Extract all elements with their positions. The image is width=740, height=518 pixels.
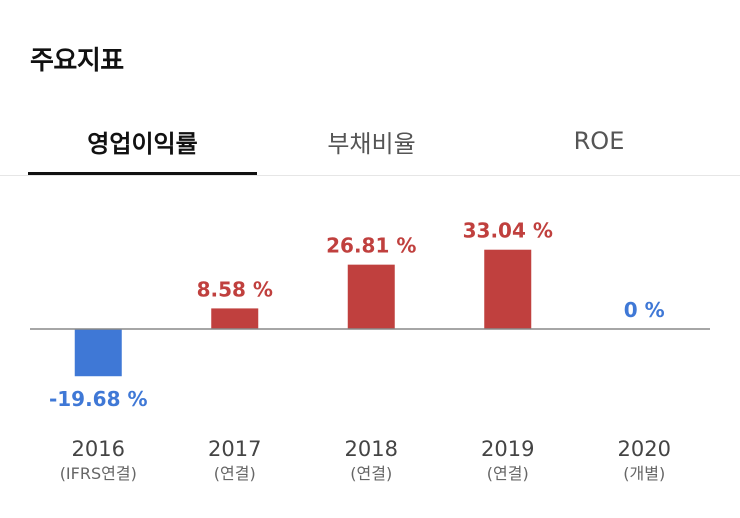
year-label-2020: 2020 (618, 437, 671, 461)
year-label-2017: 2017 (208, 437, 261, 461)
year-label-2016: 2016 (72, 437, 125, 461)
active-tab-indicator (28, 172, 257, 175)
value-label-2020: 0 % (624, 298, 665, 322)
metric-tabs: 영업이익률 부채비율 ROE (28, 108, 712, 174)
sub-label-2017: (연결) (214, 464, 256, 483)
bar-2018 (347, 264, 395, 329)
year-label-2019: 2019 (481, 437, 534, 461)
sub-label-2016: (IFRS연결) (60, 464, 137, 483)
value-label-2016: -19.68 % (49, 387, 148, 411)
sub-label-2018: (연결) (350, 464, 392, 483)
sub-label-2020: (개별) (623, 464, 665, 483)
tab-debt-ratio[interactable]: 부채비율 (257, 108, 486, 174)
bar-2017 (211, 308, 259, 329)
tab-label: ROE (573, 127, 625, 155)
operating-margin-chart: -19.68 % 2016 (IFRS연결) 8.58 % 2017 (연결) 26.81 … (30, 219, 710, 483)
value-label-2017: 8.58 % (197, 277, 273, 301)
bar-2019 (484, 249, 532, 329)
tabs-divider (0, 175, 740, 176)
tab-roe[interactable]: ROE (486, 108, 712, 174)
sub-label-2019: (연결) (487, 464, 529, 483)
card-title: 주요지표 (30, 46, 124, 76)
bar-2016 (74, 329, 122, 377)
tab-label: 영업이익률 (87, 129, 198, 158)
value-label-2018: 26.81 % (326, 234, 416, 258)
tab-operating-margin[interactable]: 영업이익률 (28, 108, 257, 174)
value-label-2019: 33.04 % (463, 219, 553, 243)
tab-label: 부채비율 (327, 129, 416, 158)
year-label-2018: 2018 (345, 437, 398, 461)
